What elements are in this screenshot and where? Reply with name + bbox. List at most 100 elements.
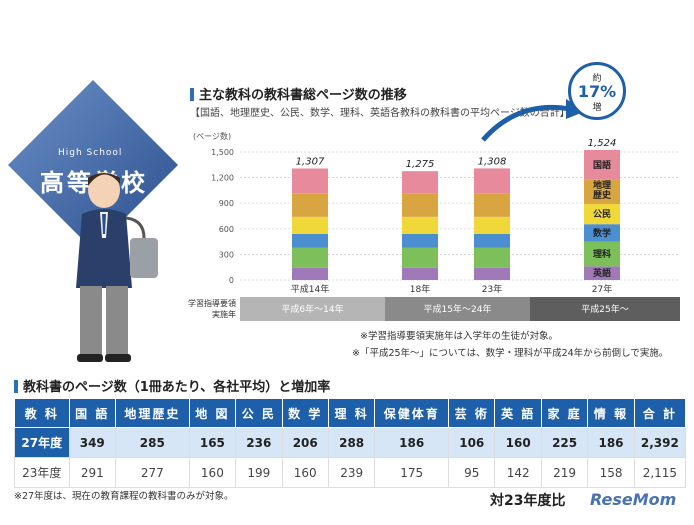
bar-segment [474, 193, 510, 217]
period-label: 平成15年～24年 [424, 303, 492, 315]
high-school-badge [8, 80, 178, 250]
bar-segment [292, 247, 328, 268]
segment-label: 理科 [593, 248, 611, 260]
table-footnote: ※27年度は、現在の教育課程の教科書のみが対象。 [14, 491, 234, 502]
segment-label: 英語 [592, 267, 611, 279]
table-header-cell: 合 計 [633, 398, 687, 428]
table-cell: 160 [281, 457, 329, 488]
comparison-label: 対23年度比 [490, 493, 566, 509]
segment-label: 地理 [593, 179, 611, 191]
row-year: 27年度 [14, 427, 70, 458]
y-axis-label: (ページ数) [193, 131, 231, 141]
x-tick-label: 23年 [482, 283, 502, 295]
table-header-row: 教 科国 語地理歴史地 図公 民数 学理 科保健体育芸 術英 語家 庭情 報合 … [14, 398, 687, 428]
badge-label: High School [58, 148, 123, 158]
bar-segment [474, 168, 510, 194]
table-header-cell: 芸 術 [448, 398, 496, 428]
table-cell: 175 [374, 457, 450, 488]
bar-segment [402, 247, 438, 268]
bar-segment [402, 216, 438, 234]
increase-bubble: 約 17% 増 [568, 62, 626, 120]
bar-segment [584, 266, 620, 280]
table-header-cell: 理 科 [327, 398, 376, 428]
table-cell: 158 [587, 457, 635, 488]
table-cell: 349 [68, 427, 116, 458]
bar-segment [584, 179, 620, 205]
bar-total-label: 1,308 [478, 156, 507, 167]
table-cell: 142 [494, 457, 542, 488]
table-header-cell: 地 図 [188, 398, 237, 428]
table-cell: 236 [235, 427, 283, 458]
x-tick-label: 18年 [410, 283, 430, 295]
bar-segment [474, 267, 510, 280]
y-tick-label: 1,500 [211, 148, 234, 157]
table-cell: 2,392 [633, 427, 687, 458]
chart-note-2: ※「平成25年～」については、数学・理科が平成24年から前倒しで実施。 [352, 348, 669, 359]
bar-segment [292, 233, 328, 248]
segment-label: 数学 [593, 227, 611, 239]
segment-label: 歴史 [593, 189, 612, 201]
table-header-cell: 地理歴史 [114, 398, 190, 428]
bar-segment [474, 233, 510, 248]
period-axis-label: 実施年 [212, 309, 236, 319]
table-cell: 291 [68, 457, 116, 488]
period-band [240, 297, 385, 321]
y-tick-label: 0 [229, 276, 234, 285]
increase-value: 17% [577, 82, 617, 101]
bar-segment [474, 216, 510, 234]
table-cell: 95 [448, 457, 496, 488]
bar-segment [474, 247, 510, 268]
bar-segment [402, 233, 438, 248]
table-header-cell: 国 語 [68, 398, 116, 428]
period-label: 平成6年～14年 [281, 303, 343, 315]
table-cell: 160 [188, 457, 237, 488]
table-cell: 165 [188, 427, 237, 458]
bar-total-label: 1,524 [588, 138, 617, 149]
table-row: 23年度 291 277 160 199 160 239 175 95 142 219 158 2,11… [14, 457, 687, 488]
period-label: 平成25年～ [581, 303, 628, 315]
student-illustration [76, 172, 158, 362]
stacked-bar-chart: (ページ数) 0 300 600 900 1,200 1,500 1,307 平成14年 1,27… [188, 131, 680, 321]
table-header-cell: 家 庭 [540, 398, 589, 428]
bar-segment [584, 204, 620, 225]
table-cell: 277 [114, 457, 190, 488]
table-cell: 199 [235, 457, 283, 488]
increase-suffix: 増 [592, 103, 602, 113]
bar-segment [584, 149, 620, 180]
table-cell: 186 [374, 427, 450, 458]
bar-segment [584, 224, 620, 242]
table-cell: 285 [114, 427, 190, 458]
chart-subtitle: 【国語、地理歴史、公民、数学、理科、英語各教科の教科書の平均ページ数の合計】 [190, 108, 570, 119]
table-cell: 288 [327, 427, 376, 458]
table-cell: 239 [327, 457, 376, 488]
table-cell: 186 [587, 427, 635, 458]
table-row: 27年度 349 285 165 236 206 288 186 106 160 225 186 2,3… [14, 427, 687, 458]
bar-segment [292, 267, 328, 280]
bar-segment [292, 168, 328, 194]
bar-segment [402, 267, 438, 280]
bar-segment [402, 193, 438, 217]
row-year: 23年度 [14, 457, 70, 488]
bar-segment [292, 193, 328, 217]
y-tick-label: 900 [219, 199, 234, 208]
table-header-cell: 情 報 [587, 398, 635, 428]
table-header-cell: 数 学 [281, 398, 329, 428]
y-tick-label: 1,200 [211, 174, 234, 183]
bar-segment [584, 241, 620, 267]
x-tick-label: 27年 [592, 283, 612, 295]
table-header-cell: 公 民 [235, 398, 283, 428]
period-band [530, 297, 680, 321]
period-axis-label: 学習指導要領 [188, 298, 236, 308]
segment-label: 公民 [593, 209, 611, 220]
y-tick-label: 600 [219, 225, 234, 234]
table-header-cell: 保健体育 [374, 398, 450, 428]
chart-note-1: ※学習指導要領実施年は入学年の生徒が対象。 [360, 331, 558, 342]
table-cell: 106 [448, 427, 496, 458]
table-cell: 2,115 [633, 457, 687, 488]
bar-total-label: 1,307 [296, 156, 325, 167]
table-cell: 206 [281, 427, 329, 458]
table-title: 教科書のページ数（1冊あたり、各社平均）と増加率 [14, 376, 330, 395]
increase-prefix: 約 [592, 74, 602, 84]
table-header-cell: 英 語 [494, 398, 542, 428]
period-band [385, 297, 530, 321]
